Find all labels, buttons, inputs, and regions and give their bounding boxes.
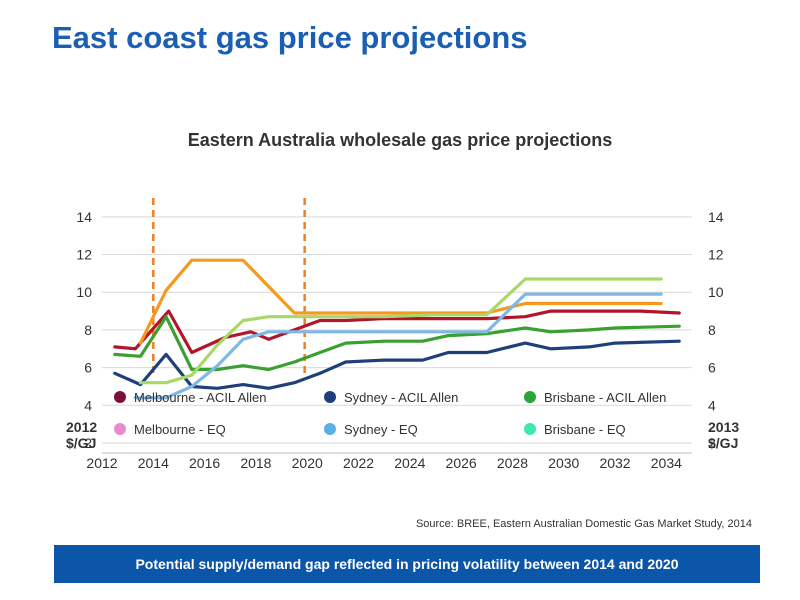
line-chart: 2 2 4 4 6 6 8 8 10 10 12 12 14 14 2012 2014 2016 2018 2020…: [66, 198, 739, 471]
y-tick-right-12: 12: [708, 247, 724, 263]
y-tick-left-10: 10: [76, 284, 92, 300]
legend-marker-melbourne-acil-allen: [114, 391, 126, 403]
series-line-sydney-eq: [133, 292, 663, 400]
x-tick-2012: 2012: [86, 455, 117, 471]
x-tick-2020: 2020: [292, 455, 323, 471]
x-tick-2018: 2018: [240, 455, 271, 471]
y-axis-label-left: 2012 $/GJ: [66, 419, 97, 451]
x-tick-2016: 2016: [189, 455, 220, 471]
chart-title: Eastern Australia wholesale gas price pr…: [187, 130, 613, 150]
y-tick-left-12: 12: [76, 247, 92, 263]
summary-banner: Potential supply/demand gap reflected in…: [54, 545, 760, 583]
y-tick-right-14: 14: [708, 209, 724, 225]
y-tick-right-2: 2: [708, 435, 716, 451]
series-line-melbourne-eq: [138, 258, 663, 345]
chart-area: 2 2 4 4 6 6 8 8 10 10 12 12 14 14 2012 2014 2016 2018 2020…: [62, 180, 745, 475]
legend: Melbourne - ACIL Allen Sydney - ACIL Alle…: [114, 390, 666, 437]
legend-label-melbourne-eq: Melbourne - EQ: [134, 422, 226, 437]
x-tick-2024: 2024: [394, 455, 425, 471]
reference-lines: [152, 198, 306, 378]
legend-label-brisbane-eq: Brisbane - EQ: [544, 422, 626, 437]
gridlines: [102, 216, 692, 444]
legend-label-sydney-acil-allen: Sydney - ACIL Allen: [344, 390, 458, 405]
legend-marker-sydney-eq: [324, 423, 336, 435]
legend-label-brisbane-acil-allen: Brisbane - ACIL Allen: [544, 390, 666, 405]
legend-marker-sydney-acil-allen: [324, 391, 336, 403]
y-axis-label-right: 2013 $/GJ: [708, 419, 739, 451]
slide-title: East coast gas price projections: [52, 20, 528, 55]
series-line-brisbane-eq: [138, 277, 663, 385]
x-tick-2014: 2014: [138, 455, 169, 471]
axes: 2 2 4 4 6 6 8 8 10 10 12 12 14 14 2012 2014 2016 2018 2020…: [66, 209, 739, 471]
y-tick-left-2: 2: [84, 435, 92, 451]
series-line-melbourne-acil-allen: [113, 309, 681, 355]
x-tick-2034: 2034: [651, 455, 682, 471]
legend-label-melbourne-acil-allen: Melbourne - ACIL Allen: [134, 390, 266, 405]
series-line-brisbane-acil-allen: [113, 315, 681, 372]
y-tick-right-4: 4: [708, 397, 716, 413]
y-tick-right-8: 8: [708, 322, 716, 338]
x-tick-2026: 2026: [446, 455, 477, 471]
y-tick-left-8: 8: [84, 322, 92, 338]
x-tick-2028: 2028: [497, 455, 528, 471]
y-tick-right-6: 6: [708, 360, 716, 376]
y-tick-left-4: 4: [84, 397, 92, 413]
x-tick-2030: 2030: [548, 455, 579, 471]
series-lines: [113, 258, 681, 400]
x-tick-2032: 2032: [599, 455, 630, 471]
y-tick-left-14: 14: [76, 209, 92, 225]
legend-label-sydney-eq: Sydney - EQ: [344, 422, 418, 437]
legend-marker-melbourne-eq: [114, 423, 126, 435]
x-tick-2022: 2022: [343, 455, 374, 471]
y-tick-left-6: 6: [84, 360, 92, 376]
summary-banner-text: Potential supply/demand gap reflected in…: [135, 556, 679, 572]
source-note: Source: BREE, Eastern Australian Domesti…: [415, 518, 752, 530]
y-tick-right-10: 10: [708, 284, 724, 300]
legend-marker-brisbane-acil-allen: [524, 391, 536, 403]
legend-marker-brisbane-eq: [524, 423, 536, 435]
